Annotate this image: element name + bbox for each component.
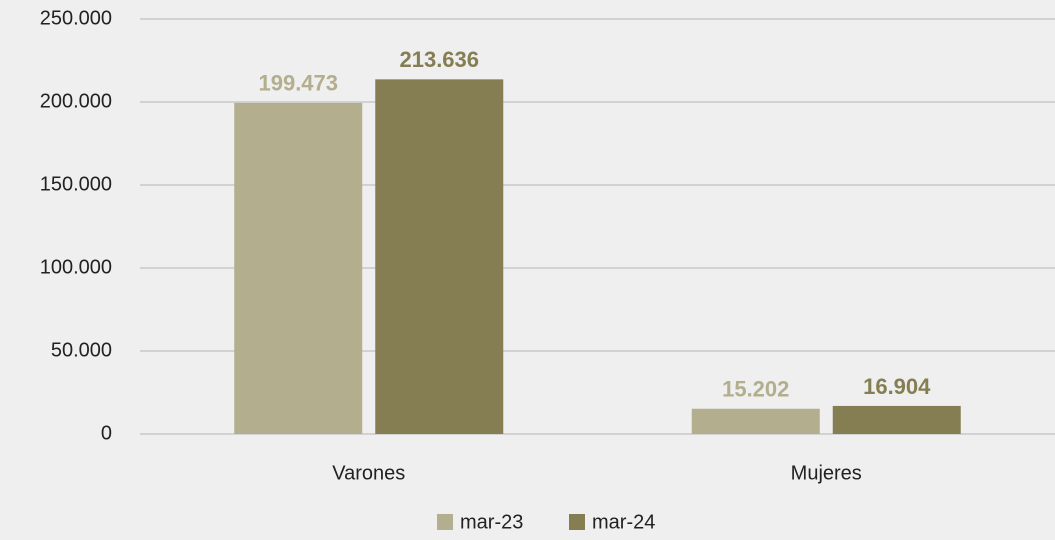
x-tick-label: Mujeres [791, 462, 862, 484]
value-label: 213.636 [399, 47, 479, 72]
bar [832, 405, 961, 434]
legend-label: mar-24 [592, 511, 655, 533]
y-tick-label: 200.000 [40, 90, 112, 112]
legend: mar-23 mar-24 [437, 511, 655, 533]
bar [691, 408, 820, 434]
value-label: 15.202 [722, 377, 789, 402]
bar [375, 79, 504, 434]
legend-label: mar-23 [460, 511, 523, 533]
y-tick-label: 250.000 [40, 7, 112, 29]
y-tick-label: 50.000 [51, 339, 112, 361]
x-tick-label: Varones [332, 462, 405, 484]
value-label: 199.473 [258, 71, 338, 96]
y-tick-label: 150.000 [40, 173, 112, 195]
legend-swatch [437, 514, 453, 530]
legend-swatch [569, 514, 585, 530]
bar [234, 102, 363, 434]
value-label: 16.904 [863, 374, 931, 399]
y-tick-label: 100.000 [40, 256, 112, 278]
y-tick-label: 0 [101, 422, 112, 444]
